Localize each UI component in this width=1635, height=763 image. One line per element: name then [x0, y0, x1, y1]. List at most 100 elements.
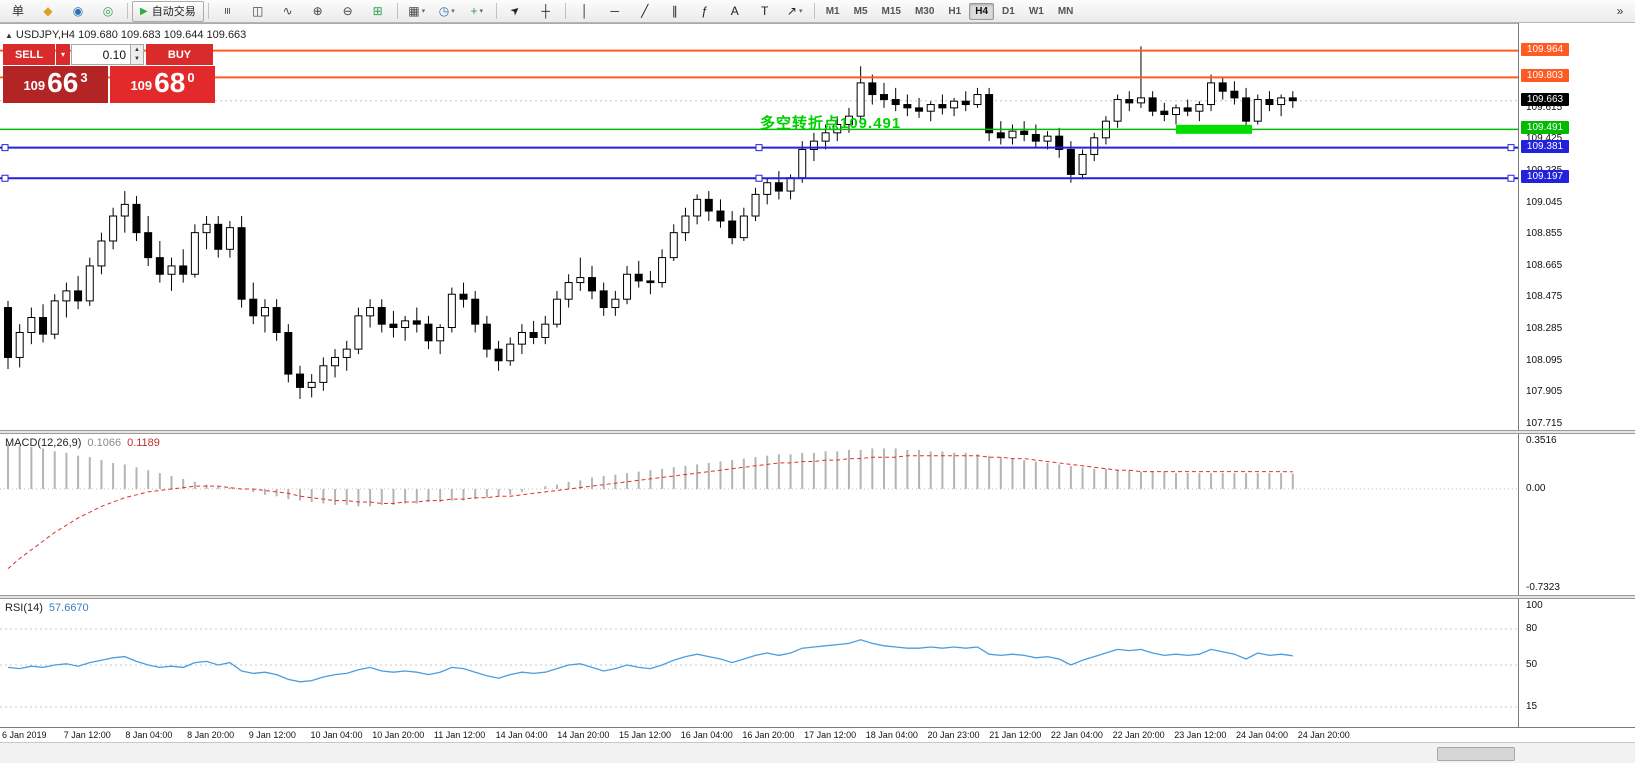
timeframe-mn-button[interactable]: MN — [1057, 5, 1074, 17]
sell-price-main: 66 — [47, 67, 79, 98]
price-line-109.381[interactable] — [0, 144, 1518, 152]
cursor-icon: ➤ — [508, 3, 524, 19]
tile-windows-button[interactable]: ⊞ — [364, 1, 392, 22]
volume-decrease-button[interactable]: ▼ — [134, 56, 140, 63]
fibonacci-icon: ƒ — [701, 4, 709, 18]
trendline-button[interactable]: ╱ — [631, 1, 659, 22]
timeframe-w1-button[interactable]: W1 — [1028, 5, 1044, 17]
time-axis-label: 22 Jan 20:00 — [1112, 730, 1165, 740]
macd-axis: 0.3516 0.00 -0.7323 — [1518, 434, 1635, 595]
sell-button[interactable]: SELL — [3, 44, 55, 65]
macd-axis-label: -0.7323 — [1526, 582, 1560, 593]
autotrading-button[interactable]: ▶ 自动交易 — [132, 0, 204, 22]
pivot-annotation-text[interactable]: 多空转折点109.491 — [760, 115, 902, 132]
timeframe-m1-button[interactable]: M1 — [825, 5, 840, 17]
toolbar-separator — [564, 3, 566, 19]
rsi-canvas — [0, 628, 1518, 708]
main-chart-canvas — [0, 46, 1518, 400]
buy-price-sup: 0 — [187, 70, 195, 85]
dropdown-caret-icon: ▾ — [451, 8, 455, 15]
time-axis-label: 6 Jan 2019 — [2, 730, 47, 740]
one-click-trading-panel: SELL ▾ 0.10 ▲ ▼ BUY 109 66 3 109 68 0 — [3, 44, 215, 103]
price-level-badge: 109.197 — [1521, 170, 1569, 184]
time-axis-label: 24 Jan 04:00 — [1236, 730, 1289, 740]
timeframe-m30-button[interactable]: M30 — [914, 5, 935, 17]
timeframe-d1-button[interactable]: D1 — [1002, 5, 1015, 17]
time-axis-label: 17 Jan 12:00 — [804, 730, 857, 740]
order-type-dropdown[interactable]: ▾ — [56, 44, 70, 65]
highlight-rectangle[interactable] — [1176, 124, 1252, 134]
candlestick-chart-button[interactable]: ◫ — [244, 1, 272, 22]
current-price-badge: 109.663 — [1521, 92, 1569, 106]
vertical-line-button[interactable]: │ — [571, 1, 599, 22]
arrows-button[interactable]: ↗ ▾ — [781, 1, 809, 22]
tile-windows-icon: ⊞ — [372, 4, 383, 18]
rsi-label: RSI(14) 57.6670 — [5, 602, 95, 614]
window-divider[interactable] — [0, 595, 1635, 599]
timeframe-m5-button[interactable]: M5 — [853, 5, 868, 17]
text-label-button[interactable]: T — [751, 1, 779, 22]
text-button[interactable]: A — [721, 1, 749, 22]
rsi-panel: RSI(14) 57.6670 — [0, 599, 1518, 727]
price-axis-tick: 109.615 — [1526, 101, 1563, 113]
toolbar-separator — [813, 3, 815, 19]
price-axis-tick: 108.285 — [1526, 322, 1563, 334]
price-line-109.197[interactable] — [0, 174, 1518, 182]
new-order-button[interactable]: 单 — [4, 1, 32, 22]
indicators-button[interactable]: + ▾ — [463, 1, 491, 22]
macd-canvas — [0, 444, 1518, 569]
time-axis-label: 14 Jan 20:00 — [557, 730, 610, 740]
macd-axis-label: 0.00 — [1526, 483, 1546, 494]
time-axis-label: 16 Jan 20:00 — [742, 730, 795, 740]
new-chart-button[interactable]: ▦ ▾ — [403, 1, 431, 22]
expert-advisors-button[interactable]: ◎ — [94, 1, 122, 22]
macd-signal-value: 0.1189 — [127, 437, 160, 449]
price-level-badge: 109.381 — [1521, 139, 1569, 153]
macd-axis-label: 0.3516 — [1526, 435, 1557, 446]
macd-panel: MACD(12,26,9) 0.1066 0.1189 — [0, 434, 1518, 595]
profiles-button[interactable]: ◆ — [34, 1, 62, 22]
indicators-icon: + — [470, 4, 478, 18]
buy-price-button[interactable]: 109 68 0 — [110, 66, 215, 103]
fibonacci-button[interactable]: ƒ — [691, 1, 719, 22]
volume-field[interactable]: 0.10 — [71, 44, 131, 65]
text-icon: A — [730, 4, 739, 18]
time-axis-label: 9 Jan 12:00 — [248, 730, 296, 740]
macd-label: MACD(12,26,9) 0.1066 0.1189 — [5, 437, 166, 449]
timeframe-h4-button[interactable]: H4 — [969, 2, 995, 20]
timeframe-m15-button[interactable]: M15 — [881, 5, 901, 17]
price-axis: 109.615109.425109.235109.045108.855108.6… — [1518, 23, 1635, 430]
periods-button[interactable]: ◷ ▾ — [433, 1, 461, 22]
ohlc-bars-button[interactable]: ≡ — [214, 1, 242, 22]
time-axis-label: 8 Jan 04:00 — [125, 730, 173, 740]
candlesticks — [4, 46, 1297, 400]
buy-button[interactable]: BUY — [146, 44, 213, 65]
volume-increase-button[interactable]: ▲ — [134, 46, 140, 53]
play-icon: ▶ — [140, 5, 148, 17]
window-divider[interactable] — [0, 430, 1635, 434]
time-axis-corner — [1518, 727, 1635, 742]
price-level-badge: 109.803 — [1521, 69, 1569, 83]
zoom-in-button[interactable]: ⊕ — [304, 1, 332, 22]
toolbar: 单 ◆ ◉ ◎ ▶ 自动交易 ≡ ◫ ∿ ⊕ ⊖ ⊞ ▦ ▾ ◷ ▾ + ▾ ➤ ┼ │ ─ ╱ ∥ ƒ A T ↗ ▾ M1 M5 M15 M… — [0, 0, 1635, 23]
dropdown-caret-icon: ▾ — [421, 8, 426, 15]
crosshair-button[interactable]: ┼ — [532, 1, 560, 22]
toolbar-overflow-button[interactable]: » — [1616, 4, 1624, 18]
channel-button[interactable]: ∥ — [661, 1, 689, 22]
price-axis-tick: 108.855 — [1526, 228, 1563, 240]
toolbar-separator — [207, 3, 209, 19]
profiles-icon: ◆ — [43, 4, 53, 18]
market-watch-button[interactable]: ◉ — [64, 1, 92, 22]
arrows-icon: ↗ — [786, 4, 797, 18]
time-axis-label: 24 Jan 20:00 — [1297, 730, 1350, 740]
macd-name: MACD(12,26,9) — [5, 437, 82, 449]
cursor-button[interactable]: ➤ — [502, 1, 530, 22]
price-axis-tick: 109.045 — [1526, 196, 1563, 208]
horizontal-scrollbar-thumb[interactable] — [1437, 747, 1515, 761]
timeframe-h1-button[interactable]: H1 — [948, 5, 962, 17]
horizontal-line-button[interactable]: ─ — [601, 1, 629, 22]
zoom-out-button[interactable]: ⊖ — [334, 1, 362, 22]
line-chart-button[interactable]: ∿ — [274, 1, 302, 22]
sell-price-button[interactable]: 109 66 3 — [3, 66, 108, 103]
time-axis-label: 8 Jan 20:00 — [187, 730, 235, 740]
